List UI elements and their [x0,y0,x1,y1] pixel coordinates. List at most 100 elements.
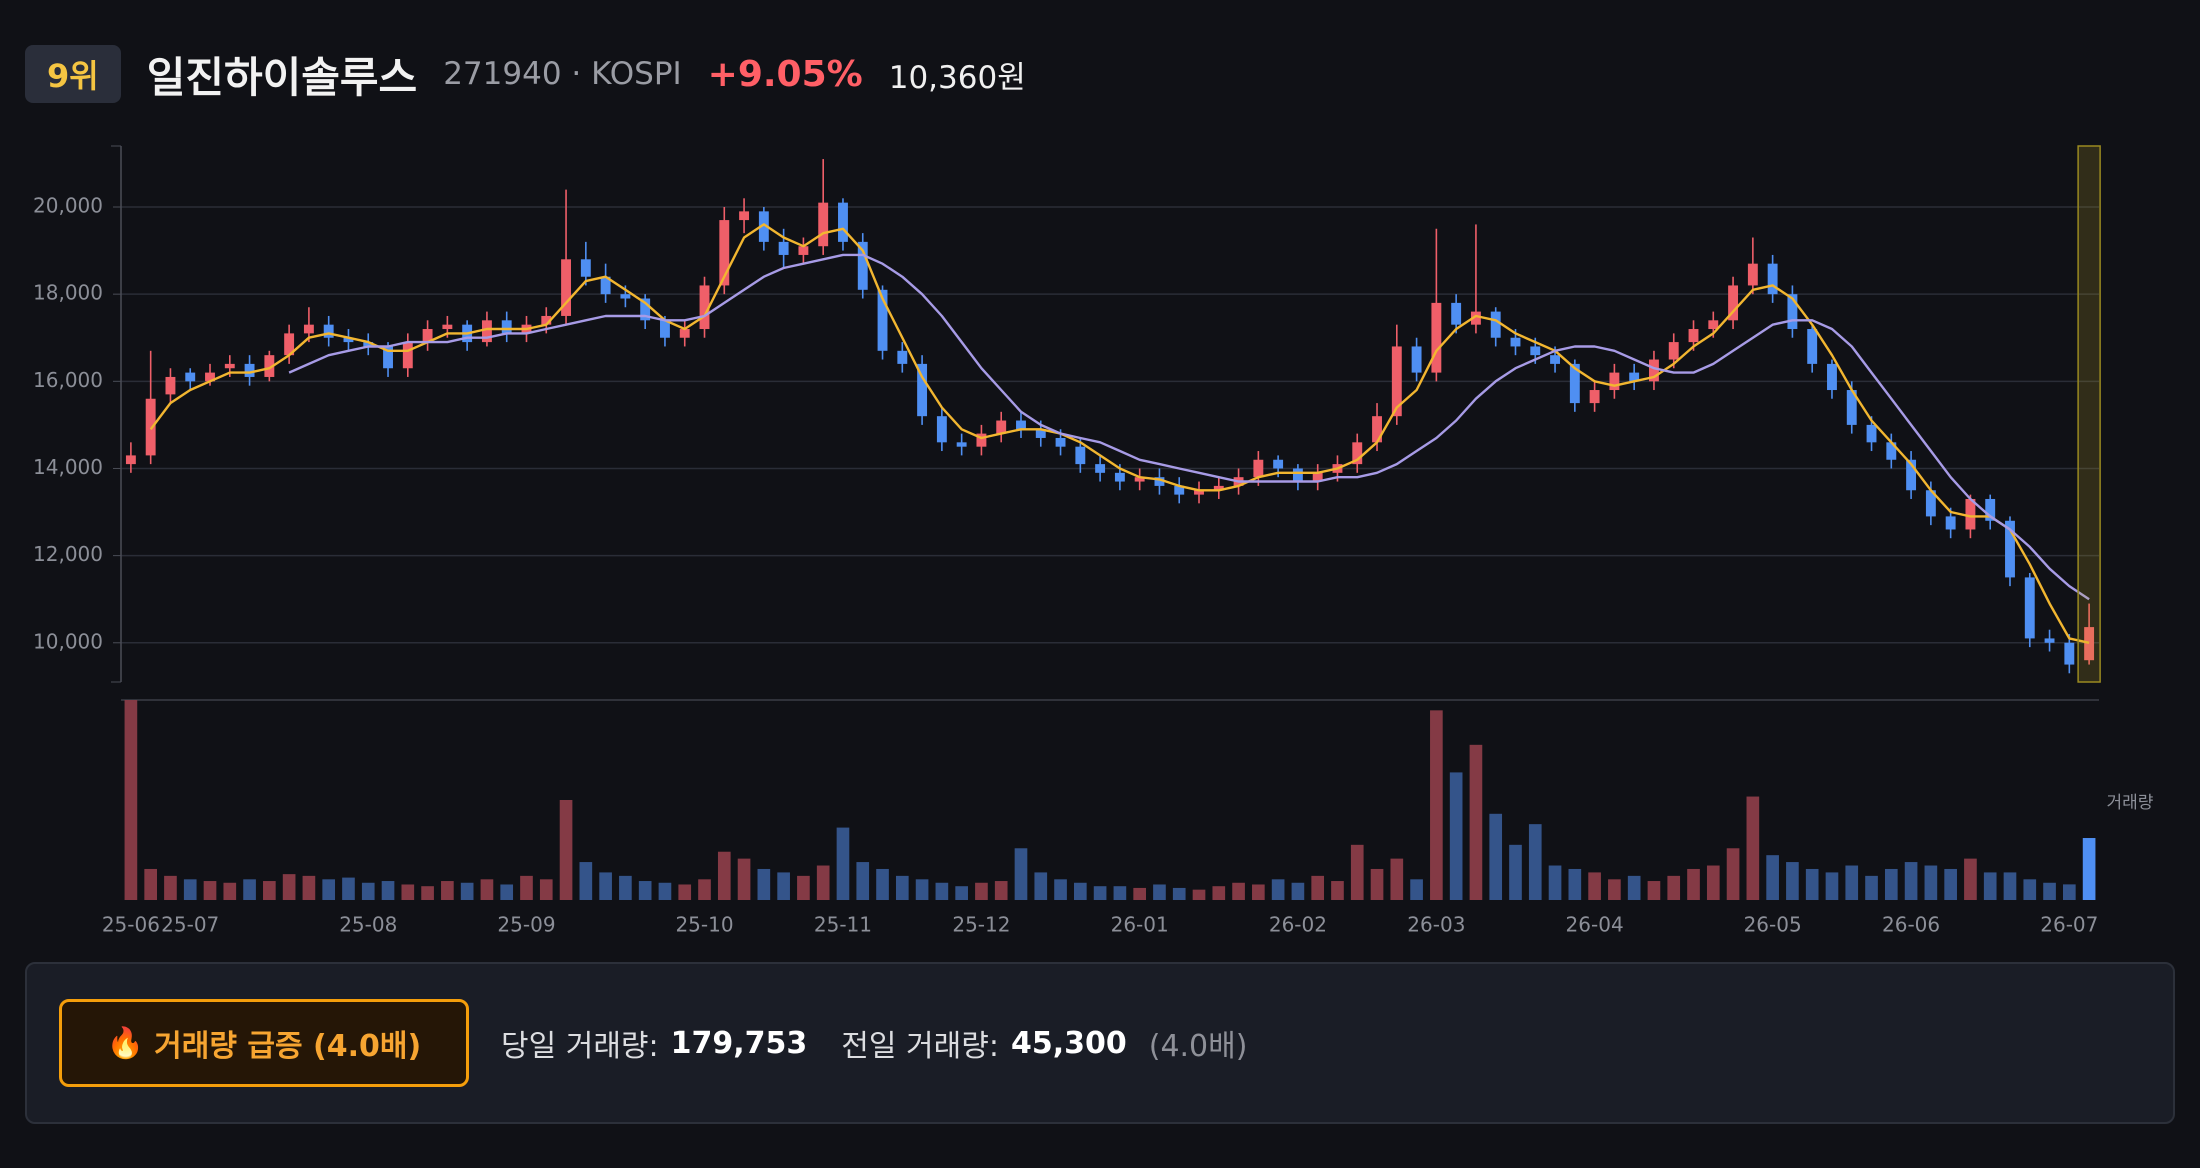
volume-bar [638,881,652,900]
volume-bar [1786,862,1799,900]
volume-bar [480,879,494,900]
candle-body [1649,359,1659,382]
volume-bar [1350,844,1364,900]
candle-body [343,337,354,343]
candle-body [284,333,295,356]
volume-bar [994,881,1008,900]
volume-bar [1983,872,1997,900]
candle-body [1114,472,1125,482]
volume-bar [460,882,474,900]
alert-text: 거래량 급증 (4.0배) [154,1029,422,1064]
candle-body [660,320,670,338]
candle-body [323,324,334,338]
candle-body [1016,420,1026,430]
volume-alert[interactable]: 🔥 거래량 급증 (4.0배) [59,999,469,1087]
volume-bar [1291,882,1305,900]
candle-body [917,363,928,417]
volume-bar [816,865,830,900]
volume-bar [2043,882,2056,900]
volume-bar [1924,865,1938,900]
candle-body [442,324,453,330]
volume-bar [895,875,909,900]
candle-body [897,350,908,364]
candle-body [1095,464,1106,473]
volume-bar [1667,875,1681,900]
y-tick-label: 20,000 [33,194,103,218]
volume-bar [520,875,533,900]
candle-body [1708,320,1719,330]
volume-bar [1845,865,1859,900]
volume-bar [559,800,573,900]
stock-code: 271940 · KOSPI [443,56,682,92]
volume-bar [757,868,771,900]
volume-bar [500,884,514,900]
volume-bar [1904,862,1918,900]
volume-bar [1608,879,1621,900]
today-label: 당일 거래량: [501,1029,659,1064]
moving-average [149,223,2090,644]
volume-bar [1865,875,1878,900]
volume-bar [539,879,553,900]
volume-bar [856,862,870,900]
volume-bar [1252,884,1265,900]
volume-bar [1133,887,1146,900]
volume-bar [164,875,177,900]
candle-body [1609,372,1620,391]
volume-bar [1271,879,1285,900]
candle-body [2084,627,2095,661]
volume-bar [717,851,731,900]
candle-body [1589,390,1600,404]
candle-body [1431,302,1442,373]
rank-badge: 9위 [25,45,121,103]
volume-bar [1687,868,1700,900]
moving-average [288,253,2090,601]
candle-body [798,246,809,255]
candle-body [2024,577,2035,639]
candle-body [481,320,492,343]
volume-bar [1172,887,1186,900]
volume-bar [1034,872,1048,900]
candle-body [1787,294,1798,330]
candle-body [1886,442,1897,460]
volume-bar [2063,884,2076,900]
volume-bar [777,872,790,900]
x-tick-label: 26-03 [1407,913,1465,937]
candle-body [1451,302,1462,325]
x-tick-label: 25-07 [161,913,219,937]
volume-bar [836,827,850,900]
candle-body [1391,346,1402,417]
candle-body [1372,416,1382,443]
volume-bar [1964,858,1977,900]
candle-body [1747,263,1758,286]
volume-bar [1825,872,1839,900]
candle-body [303,324,314,334]
candle-body [561,259,571,316]
volume-bar [1014,848,1028,900]
candle-body [1945,516,1956,530]
x-tick-label: 26-06 [1882,913,1940,937]
volume-bar [737,858,751,900]
volume-bar [1647,881,1661,900]
x-tick-label: 26-01 [1111,913,1169,937]
volume-bar [1588,872,1601,900]
candle-body [125,455,136,465]
volume-bar [1390,858,1404,900]
candle-body [1728,285,1739,321]
volume-bar [1430,710,1443,900]
volume-bar [1192,889,1206,900]
volume-bar [1331,881,1344,900]
volume-bar [2003,872,2017,900]
candle-body [838,202,848,242]
candle-body [699,285,710,330]
candle-body [818,202,829,247]
volume-bar [1469,744,1483,900]
volume-bar [203,881,217,900]
candle-body [1411,346,1422,373]
y-tick-label: 18,000 [33,281,103,305]
x-tick-label: 25-08 [339,913,397,937]
volume-bar [1746,796,1760,900]
volume-bar [678,884,692,900]
volume-label: 거래량 [2107,793,2154,813]
candle-body [996,420,1007,434]
